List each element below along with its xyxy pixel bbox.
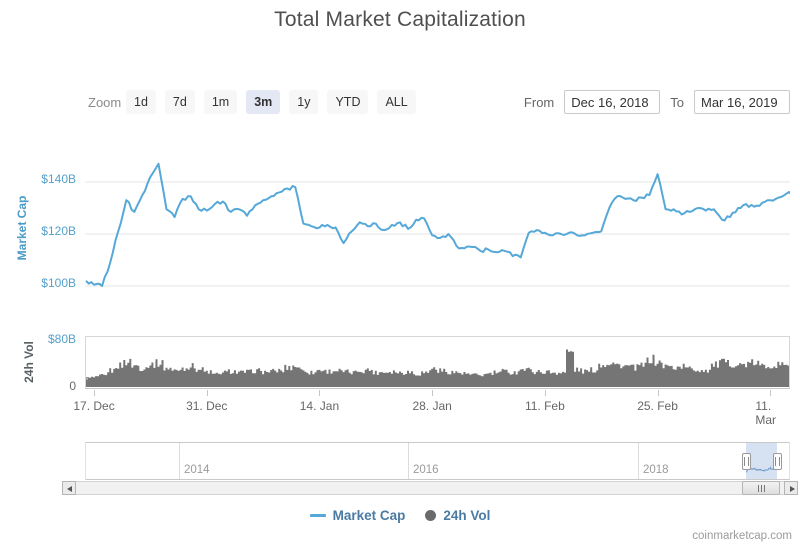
xaxis-tick-mark <box>432 390 434 396</box>
navigator-year-label: 2018 <box>643 464 669 476</box>
navigator-series-line <box>746 466 777 473</box>
xaxis-tick-mark <box>94 390 96 396</box>
legend: Market Cap 24h Vol <box>0 508 800 523</box>
volume-ytick-label: $80B <box>47 332 76 346</box>
market-cap-ytick-label: $140B <box>41 172 76 186</box>
navigator-selected-window[interactable] <box>746 443 777 479</box>
legend-item-24h-vol[interactable]: 24h Vol <box>425 508 490 523</box>
volume-plot-area[interactable] <box>85 336 790 389</box>
navigator-year-gridline <box>179 443 180 479</box>
credits-link[interactable]: coinmarketcap.com <box>692 530 792 542</box>
legend-label: Market Cap <box>332 508 406 523</box>
zoom-button-1m[interactable]: 1m <box>203 90 238 114</box>
circle-marker-icon <box>425 510 437 521</box>
xaxis-tick-mark <box>206 390 208 396</box>
navigator-year-label: 2014 <box>184 464 210 476</box>
xaxis-tick-mark <box>319 390 321 396</box>
xaxis-tick-label: 28. Jan <box>412 399 452 413</box>
legend-label: 24h Vol <box>443 508 491 523</box>
zoom-button-3m[interactable]: 3m <box>246 90 281 114</box>
market-cap-plot-area[interactable] <box>85 150 800 306</box>
scrollbar <box>62 481 798 495</box>
date-range-inputs: From To <box>524 90 790 114</box>
from-label: From <box>523 94 555 110</box>
from-date-input[interactable] <box>564 90 661 114</box>
line-marker-icon <box>309 514 326 517</box>
navigator[interactable]: 2014 2016 2018 <box>85 442 790 480</box>
scrollbar-left-arrow-icon[interactable] <box>62 481 76 495</box>
xaxis-tick-label: 11. Mar <box>755 399 777 427</box>
zoom-button-1d[interactable]: 1d <box>126 90 156 114</box>
zoom-button-all[interactable]: ALL <box>377 90 416 114</box>
xaxis-tick-mark <box>544 390 546 396</box>
page-title: Total Market Capitalization <box>274 8 526 31</box>
navigator-year-label: 2016 <box>413 464 439 476</box>
xaxis-tick-label: 25. Feb <box>637 399 678 413</box>
range-selector-toolbar: Zoom 1d 7d 1m 3m 1y YTD ALL From To <box>0 90 800 116</box>
navigator-year-gridline <box>408 443 409 479</box>
xaxis-tick-mark <box>770 390 772 396</box>
xaxis-tick-label: 17. Dec <box>73 399 115 413</box>
market-cap-ytick-label: $120B <box>41 224 76 238</box>
to-label: To <box>670 94 684 110</box>
market-cap-ytick-label: $100B <box>41 276 76 290</box>
scrollbar-thumb[interactable] <box>742 481 780 495</box>
zoom-button-ytd[interactable]: YTD <box>327 90 369 114</box>
volume-axis-title: 24h Vol <box>22 341 36 383</box>
volume-area-chart <box>86 349 789 387</box>
to-date-input[interactable] <box>694 90 790 114</box>
navigator-right-handle[interactable] <box>773 453 782 470</box>
zoom-button-7d[interactable]: 7d <box>164 90 195 114</box>
zoom-button-1y[interactable]: 1y <box>289 90 319 114</box>
scrollbar-right-arrow-icon[interactable] <box>784 481 798 495</box>
volume-ytick-label: 0 <box>69 379 76 393</box>
legend-item-market-cap[interactable]: Market Cap <box>309 508 406 523</box>
xaxis-tick-label: 31. Dec <box>186 399 228 413</box>
xaxis-tick-label: 14. Jan <box>299 399 340 413</box>
navigator-left-handle[interactable] <box>742 453 751 470</box>
xaxis-tick-mark <box>657 390 659 396</box>
navigator-year-gridline <box>638 443 639 479</box>
zoom-buttons-group: 1d 7d 1m 3m 1y YTD ALL <box>126 90 416 114</box>
scrollbar-track[interactable] <box>62 481 798 495</box>
zoom-label: Zoom <box>88 95 122 110</box>
xaxis-tick-label: 11. Feb <box>524 399 565 413</box>
market-cap-line-chart <box>85 162 800 287</box>
